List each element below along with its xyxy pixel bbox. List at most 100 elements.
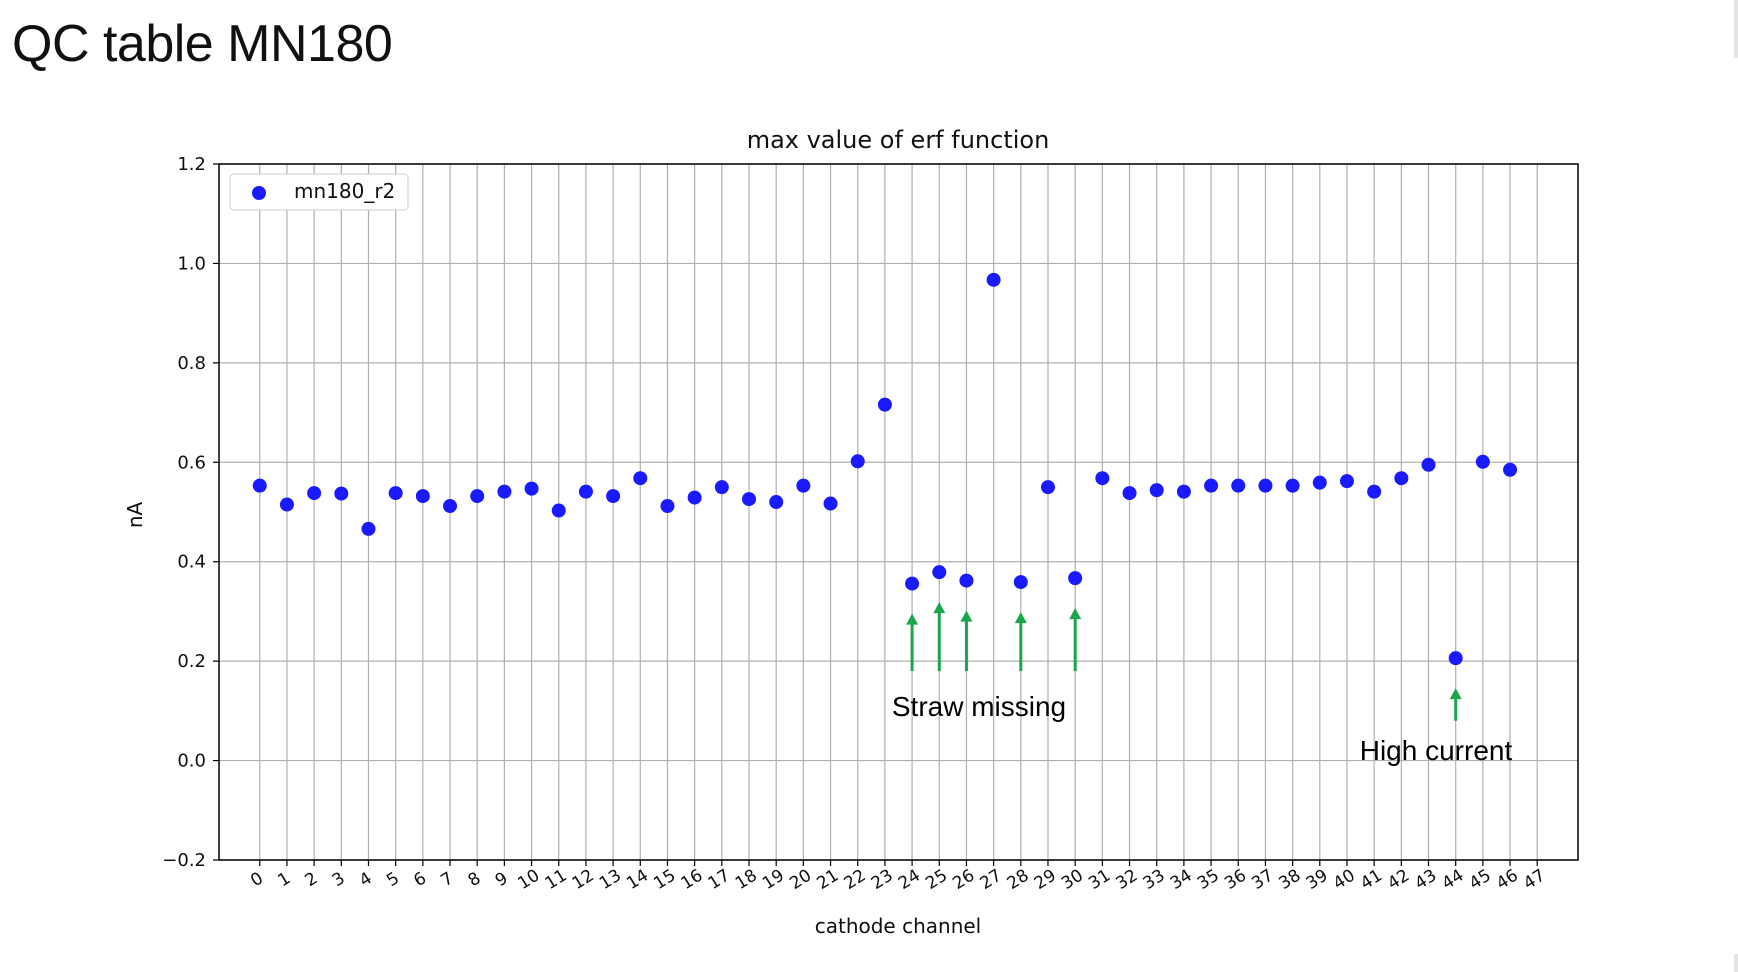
data-point xyxy=(714,480,729,495)
data-point xyxy=(578,484,593,499)
data-point xyxy=(606,489,621,504)
y-tick-label: 0.0 xyxy=(177,751,206,772)
x-tick-label: 1 xyxy=(274,868,294,891)
data-point xyxy=(334,486,349,501)
data-point xyxy=(252,478,267,493)
x-tick-label: 15 xyxy=(650,866,679,894)
x-tick-label: 3 xyxy=(329,868,349,891)
x-tick-label: 2 xyxy=(302,868,322,891)
x-tick-label: 27 xyxy=(977,866,1006,894)
data-point xyxy=(932,565,947,580)
x-tick-label: 16 xyxy=(678,866,707,894)
data-point xyxy=(1258,478,1273,493)
x-tick-label: 30 xyxy=(1058,866,1087,894)
chart-title: max value of erf function xyxy=(747,126,1050,154)
slide-title: QC table MN180 xyxy=(12,15,393,73)
x-axis-label: cathode channel xyxy=(815,914,982,938)
y-tick-label: 0.8 xyxy=(177,353,206,374)
annotation-layer: Straw missing High current xyxy=(892,602,1513,766)
x-tick-label: 5 xyxy=(383,868,403,891)
data-point xyxy=(1503,462,1518,477)
x-tick-label: 37 xyxy=(1248,866,1277,894)
x-tick-label: 35 xyxy=(1194,866,1223,894)
y-tick-label: 1.2 xyxy=(177,154,206,175)
data-point xyxy=(1013,575,1028,590)
annotation-high-current: High current xyxy=(1360,735,1513,766)
x-tick-label: 9 xyxy=(492,868,512,891)
y-axis-label: nA xyxy=(123,502,147,529)
data-point xyxy=(1367,484,1382,499)
legend-label: mn180_r2 xyxy=(294,179,395,203)
data-point xyxy=(986,272,1001,287)
data-point xyxy=(524,481,539,496)
data-point xyxy=(551,503,566,518)
data-point xyxy=(959,573,974,588)
data-point xyxy=(1394,471,1409,486)
x-tick-label: 46 xyxy=(1493,866,1522,894)
legend-box xyxy=(229,173,409,211)
x-tick-label: 40 xyxy=(1330,866,1359,894)
data-point xyxy=(1068,571,1083,586)
x-tick-label: 32 xyxy=(1112,866,1141,894)
data-point xyxy=(415,489,430,504)
x-tick-label: 26 xyxy=(949,866,978,894)
x-tick-label: 10 xyxy=(514,866,543,894)
x-tick-label: 43 xyxy=(1411,866,1440,894)
data-point xyxy=(877,397,892,412)
x-tick-label: 0 xyxy=(247,868,267,891)
annotation-arrow-head xyxy=(1449,688,1462,700)
x-tick-label: 39 xyxy=(1303,866,1332,894)
x-tick-label: 38 xyxy=(1275,866,1304,894)
x-tick-label: 23 xyxy=(868,866,897,894)
grid-layer xyxy=(219,163,1578,861)
data-point xyxy=(905,576,920,591)
annotation-arrow-head xyxy=(906,613,919,625)
plot-area-frame xyxy=(218,163,1579,861)
data-point xyxy=(1339,474,1354,489)
slide-edge-mark xyxy=(1734,954,1738,972)
data-point xyxy=(388,486,403,501)
data-point xyxy=(1421,457,1436,472)
data-point xyxy=(660,499,675,514)
legend: mn180_r2 xyxy=(229,173,409,211)
slide-edge-mark xyxy=(1734,0,1738,58)
x-tick-label: 25 xyxy=(922,866,951,894)
data-point xyxy=(1204,478,1219,493)
x-tick-label: 24 xyxy=(895,866,924,894)
data-point xyxy=(633,471,648,486)
x-tick-label: 8 xyxy=(465,868,485,891)
annotation-arrow-head xyxy=(1069,608,1082,620)
data-point xyxy=(361,521,376,536)
x-tick-label: 42 xyxy=(1384,866,1413,894)
data-point xyxy=(1149,483,1164,498)
annotation-arrow-head xyxy=(933,602,946,614)
x-tick-label: 13 xyxy=(596,866,625,894)
x-tick-label: 41 xyxy=(1357,866,1386,894)
data-point xyxy=(742,492,757,507)
x-tick-label: 22 xyxy=(841,866,870,894)
data-point xyxy=(1312,475,1327,490)
x-tick-label: 14 xyxy=(623,866,652,894)
x-tick-label: 28 xyxy=(1004,866,1033,894)
data-point xyxy=(443,499,458,514)
x-tick-label: 34 xyxy=(1167,866,1196,894)
x-tick-label: 20 xyxy=(786,866,815,894)
data-point xyxy=(1176,484,1191,499)
data-point xyxy=(307,486,322,501)
x-tick-label: 11 xyxy=(542,866,571,894)
annotation-arrow-head xyxy=(1014,612,1027,624)
data-point xyxy=(1285,478,1300,493)
data-points xyxy=(252,272,1518,666)
data-point xyxy=(687,490,702,505)
x-tick-label: 36 xyxy=(1221,866,1250,894)
data-point xyxy=(279,497,294,512)
x-tick-label: 18 xyxy=(732,866,761,894)
x-tick-label: 19 xyxy=(759,866,788,894)
legend-marker xyxy=(252,186,266,200)
data-point xyxy=(1231,478,1246,493)
x-tick-label: 7 xyxy=(437,868,457,891)
data-point xyxy=(1095,471,1110,486)
data-point xyxy=(796,478,811,493)
x-tick-label: 31 xyxy=(1085,866,1114,894)
